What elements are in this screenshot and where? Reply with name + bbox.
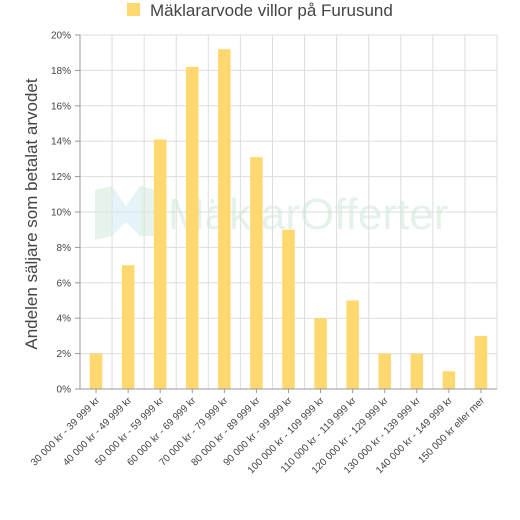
watermark-text: MäklarOfferter — [168, 190, 448, 239]
y-axis-label: Andelen säljare som betalat arvodet — [22, 78, 41, 349]
y-tick-label: 4% — [57, 314, 72, 325]
watermark-logo-icon — [95, 186, 156, 240]
y-tick-label: 14% — [51, 137, 71, 148]
watermark: MäklarOfferter — [95, 186, 448, 240]
y-tick-labels: 0% 2% 4% 6% 8% 10% 12% 14% 16% 18% 20% — [51, 31, 71, 396]
bar — [442, 371, 456, 389]
y-tick-label: 16% — [51, 101, 71, 112]
legend: Mäklararvode villor på Furusund — [127, 1, 393, 20]
legend-swatch — [127, 3, 140, 16]
bar — [218, 49, 231, 389]
bar — [121, 265, 135, 389]
bar — [282, 229, 295, 389]
y-tick-label: 12% — [51, 172, 71, 183]
bar — [378, 353, 391, 389]
bar — [153, 139, 167, 389]
y-tick-label: 10% — [51, 208, 71, 219]
bar — [474, 335, 488, 389]
y-tick-label: 8% — [57, 243, 72, 254]
y-tick-label: 0% — [57, 385, 72, 396]
bar — [314, 318, 327, 389]
bar — [89, 353, 103, 389]
y-tick-label: 6% — [57, 278, 72, 289]
axes — [75, 34, 497, 393]
bar — [250, 157, 263, 389]
y-tick-label: 18% — [51, 66, 71, 77]
bars — [89, 49, 488, 390]
bar — [346, 300, 359, 389]
legend-label: Mäklararvode villor på Furusund — [150, 1, 393, 20]
bar — [410, 353, 424, 389]
bar — [186, 66, 199, 390]
y-tick-label: 2% — [57, 349, 72, 360]
y-tick-label: 20% — [51, 31, 71, 42]
